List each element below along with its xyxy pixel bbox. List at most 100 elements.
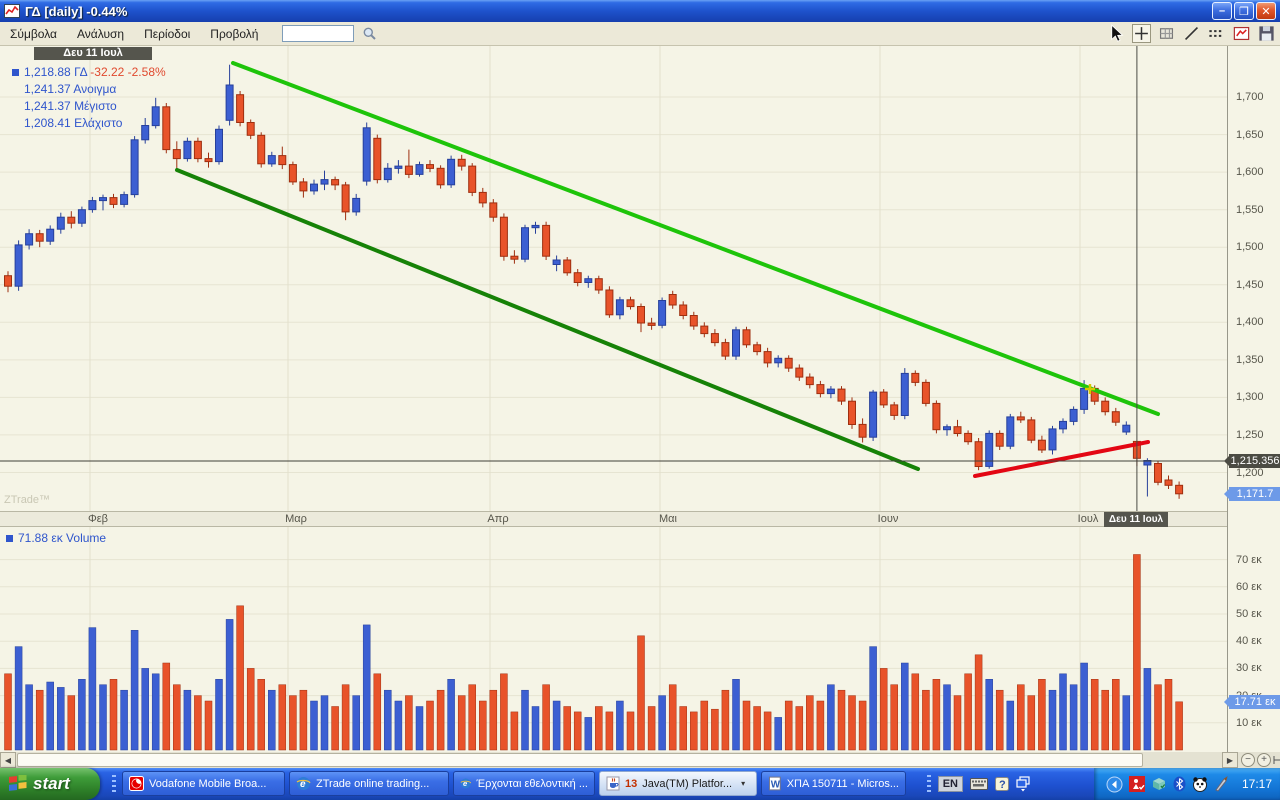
volume-bar [500,673,508,751]
candle [204,158,213,163]
volume-bar [236,605,244,751]
date-axis: Δευ 11 Ιουλ Φεβ Μαρ Απρ Μαι Ιουν Ιουλ [0,511,1227,527]
volume-bar [521,689,529,751]
volume-bar [204,700,213,751]
maximize-button[interactable]: ❐ [1234,2,1254,20]
symbol-search-input[interactable] [282,25,355,42]
minimize-button[interactable]: – [1212,2,1232,20]
candle [426,164,434,169]
volume-bar [14,646,23,751]
candle [563,259,572,274]
legend-open-row: 1,241.37 Ανοιγμα [24,82,117,96]
price-chart-pane [0,46,1227,516]
volume-tick-label: 30 εκ [1236,662,1262,675]
fit-width-icon[interactable] [1273,755,1280,765]
hide-icons-chevron[interactable] [1106,776,1123,793]
volume-bar [1101,689,1109,751]
volume-bar [605,711,614,751]
candle [1122,424,1131,433]
scroll-left-button[interactable]: ◀ [0,752,16,768]
support-line[interactable] [973,440,1150,478]
save-icon[interactable] [1257,24,1276,43]
restore-window-icon[interactable] [1016,776,1030,792]
taskbar-button-java-group[interactable]: 13 Java(TM) Platfor... ▾ [599,771,757,796]
candle [1101,400,1110,413]
language-indicator[interactable]: EN [937,776,963,792]
candle [742,329,751,346]
zoom-in-button[interactable]: + [1257,753,1271,767]
channel-top[interactable] [231,61,1160,416]
start-button[interactable]: start [0,768,100,800]
menu-view[interactable]: Προβολή [210,26,259,41]
taskbar-button-news[interactable]: e Έρχονται εθελοντική ... [453,771,595,796]
zoom-out-button[interactable]: − [1241,753,1255,767]
volume-bar [78,679,86,751]
volume-tick-label: 40 εκ [1236,635,1262,648]
volume-bar [183,689,192,751]
trendline-handle-icon[interactable] [1085,384,1095,394]
candle [658,300,667,326]
candle [341,184,350,213]
crosshair-plus-icon[interactable] [1132,24,1151,43]
volume-bar [700,700,709,751]
volume-bar [531,706,540,751]
panda-antivirus-icon[interactable] [1192,776,1208,792]
candle [858,423,867,438]
volume-bar [151,673,160,751]
search-icon[interactable] [362,26,377,41]
taskbar-button-ztrade[interactable]: e ZTrade online trading... [289,771,449,796]
volume-bar [890,684,898,751]
month-label: Φεβ [87,513,109,525]
scrollbar-thumb[interactable] [17,753,1143,767]
menu-periods[interactable]: Περίοδοι [144,26,191,41]
volume-bar [194,695,202,751]
keyboard-icon[interactable] [970,778,988,790]
candle [236,94,245,123]
volume-bar [510,711,519,751]
volume-bar [246,668,255,751]
menu-analysis[interactable]: Ανάλυση [77,26,125,41]
trendline-icon[interactable] [1182,24,1201,43]
volume-bar [268,689,276,751]
volume-bar [457,695,466,751]
candle [626,299,635,308]
alarm-app-icon[interactable] [1128,776,1145,792]
cursor-icon[interactable] [1107,24,1126,43]
volume-bar [405,695,413,751]
taskbar-group-dropdown-icon[interactable]: ▾ [741,779,746,788]
grid-icon[interactable] [1157,24,1176,43]
title-bar: ΓΔ [daily] -0.44% – ❐ ✕ [0,0,1280,22]
taskbar-button-vodafone[interactable]: Vodafone Mobile Broa... [122,771,285,796]
bluetooth-icon[interactable] [1173,776,1186,792]
volume-bar [584,717,593,751]
volume-bar [88,627,97,751]
volume-bar [922,689,930,751]
volume-bar [542,684,550,751]
candle [120,194,129,205]
candle [995,432,1004,447]
scroll-right-button[interactable]: ▶ [1222,752,1238,768]
volume-bar [426,700,434,751]
channel-bottom[interactable] [175,168,920,471]
candle [56,216,65,230]
candle [267,155,276,165]
volume-bar [911,673,920,751]
candle [879,391,888,406]
candle [784,357,793,369]
help-icon[interactable]: ? [995,777,1009,791]
rocket-app-icon[interactable] [1214,776,1230,792]
taskbar-notification-left: EN ? [926,768,1030,800]
menu-symbols[interactable]: Σύμβολα [10,26,57,41]
dotted-line-icon[interactable] [1207,24,1226,43]
word-icon: W [768,776,781,790]
close-button[interactable]: ✕ [1256,2,1276,20]
selected-date-box: Δευ 11 Ιουλ [1104,512,1168,527]
volume-bar [257,679,265,751]
horizontal-scrollbar[interactable]: ◀ ▶ − + [0,752,1280,768]
package-app-icon[interactable] [1151,776,1167,792]
taskbar-grip [926,775,931,793]
taskbar-button-word[interactable]: W ΧΠΑ 150711 - Micros... [761,771,906,796]
chart-icon[interactable] [1232,24,1251,43]
volume-bar [943,684,951,751]
windows-flag-icon [9,775,27,791]
